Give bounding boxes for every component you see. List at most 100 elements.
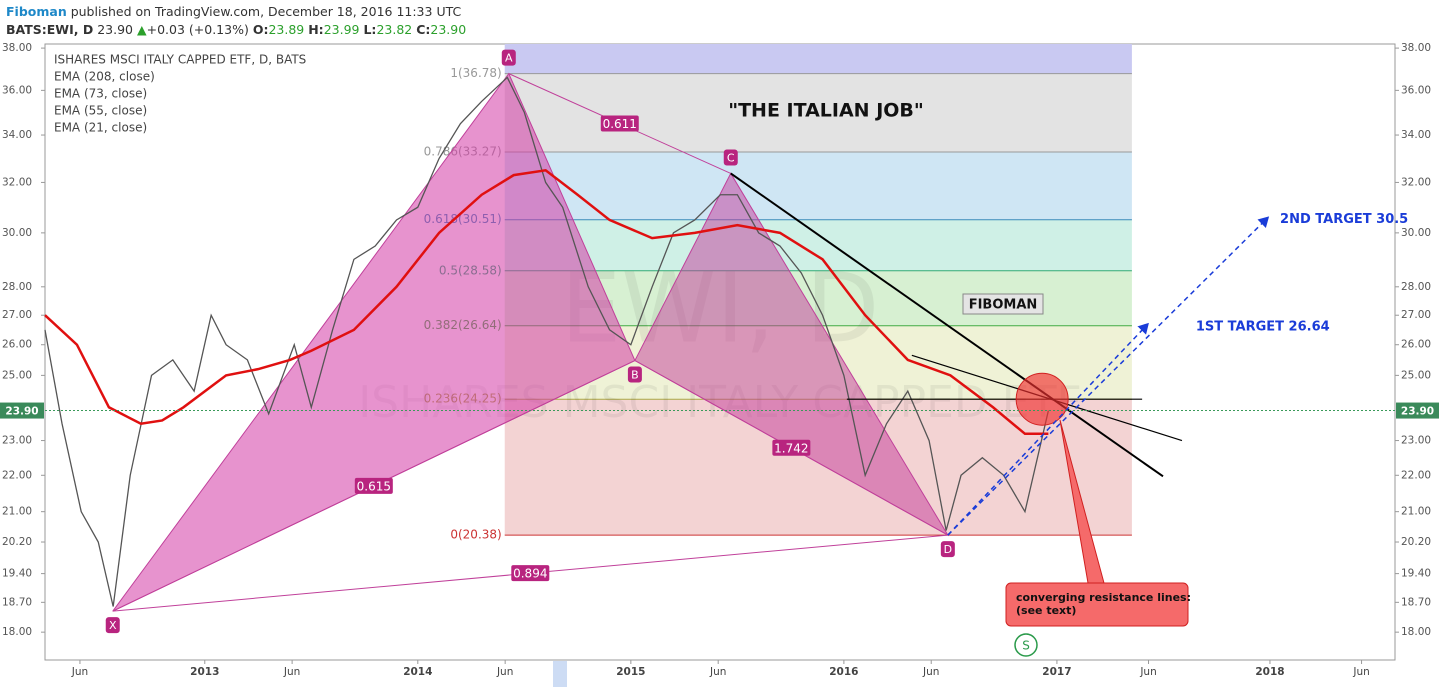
y-tick-label: 25.00 bbox=[1401, 369, 1431, 381]
marker-circle bbox=[1014, 633, 1038, 657]
fib-label: 1(36.78) bbox=[450, 66, 501, 80]
close: 23.90 bbox=[430, 22, 467, 37]
y-tick-label: 26.00 bbox=[2, 339, 32, 351]
x-tick-label: Jun bbox=[922, 666, 939, 678]
y-tick-label: 25.00 bbox=[2, 369, 32, 381]
x-tick-label: Jun bbox=[1352, 666, 1369, 678]
price-line bbox=[44, 168, 1049, 436]
y-tick-label: 32.00 bbox=[1401, 176, 1431, 188]
vertex-box bbox=[501, 49, 516, 66]
y-tick-label: 34.00 bbox=[1401, 129, 1431, 141]
annotation-title: "THE ITALIAN JOB" bbox=[728, 100, 924, 122]
last-price-box bbox=[1396, 402, 1439, 419]
y-tick-label: 34.00 bbox=[2, 129, 32, 141]
y-tick-label: 18.00 bbox=[2, 626, 32, 638]
last-price-label: 23.90 bbox=[1401, 406, 1434, 418]
header: Fiboman published on TradingView.com, De… bbox=[6, 3, 466, 39]
fib-label: 0(20.38) bbox=[450, 528, 501, 542]
ratio-box bbox=[511, 565, 550, 582]
ratio-box bbox=[354, 477, 393, 494]
x-tick-label: Jun bbox=[283, 666, 300, 678]
fib-band bbox=[504, 44, 1132, 74]
ratio-label: 0.611 bbox=[603, 117, 637, 131]
last-price-box bbox=[0, 402, 44, 419]
c-label: C: bbox=[416, 22, 431, 37]
x-tick-label: 2015 bbox=[616, 666, 645, 678]
x-tick-label: Jun bbox=[496, 666, 513, 678]
vertex-box bbox=[105, 617, 120, 634]
low: 23.82 bbox=[376, 22, 413, 37]
x-tick-label: 2013 bbox=[190, 666, 219, 678]
ratio-label: 1.742 bbox=[774, 441, 808, 455]
author[interactable]: Fiboman bbox=[6, 4, 67, 19]
vertex-label: D bbox=[944, 543, 952, 556]
x-tick-label: Jun bbox=[71, 666, 88, 678]
legend-entry: EMA (21, close) bbox=[54, 121, 147, 135]
brand-box bbox=[962, 293, 1044, 315]
h-label: H: bbox=[308, 22, 324, 37]
last-price-label: 23.90 bbox=[5, 406, 38, 418]
ratio-box bbox=[600, 115, 639, 132]
y-tick-label: 30.00 bbox=[1401, 227, 1431, 239]
y-tick-label: 38.00 bbox=[2, 42, 32, 54]
x-tick-label: 2018 bbox=[1255, 666, 1284, 678]
fib-band bbox=[504, 219, 1132, 271]
x-tick-label: Jun bbox=[709, 666, 726, 678]
fib-band bbox=[504, 73, 1132, 153]
callout-text: converging resistance lines: (see text) bbox=[1016, 591, 1191, 617]
vertex-label: X bbox=[109, 619, 117, 632]
y-tick-label: 38.00 bbox=[1401, 42, 1431, 54]
y-tick-label: 20.20 bbox=[1401, 536, 1431, 548]
y-tick-label: 26.00 bbox=[1401, 339, 1431, 351]
l-label: L: bbox=[363, 22, 377, 37]
target-arrow bbox=[947, 322, 1149, 536]
y-tick-label: 22.00 bbox=[1401, 469, 1431, 481]
y-tick-label: 27.00 bbox=[1401, 309, 1431, 321]
y-tick-label: 36.00 bbox=[2, 84, 32, 96]
vertex-label: B bbox=[631, 369, 639, 382]
fib-band bbox=[504, 152, 1132, 220]
x-highlight bbox=[553, 661, 567, 687]
change-arrow: ▲ bbox=[136, 22, 147, 37]
convergence-circle bbox=[1015, 372, 1069, 426]
y-tick-label: 21.00 bbox=[1401, 506, 1431, 518]
vertex-box bbox=[723, 149, 738, 166]
y-tick-label: 32.00 bbox=[2, 176, 32, 188]
legend-entry: EMA (55, close) bbox=[54, 104, 147, 118]
high: 23.99 bbox=[323, 22, 360, 37]
symbol: BATS:EWI, D bbox=[6, 22, 94, 37]
brand: FIBOMAN bbox=[969, 298, 1038, 313]
y-tick-label: 18.70 bbox=[1401, 596, 1431, 608]
target-label: 1ST TARGET 26.64 bbox=[1196, 319, 1330, 334]
vertex-box bbox=[627, 366, 642, 383]
quote-line: BATS:EWI, D 23.90 ▲+0.03 (+0.13%) O:23.8… bbox=[6, 21, 466, 39]
vertex-label: C bbox=[727, 151, 735, 164]
y-tick-label: 28.00 bbox=[2, 281, 32, 293]
x-tick-label: 2016 bbox=[829, 666, 858, 678]
x-tick-label: 2014 bbox=[403, 666, 432, 678]
y-tick-label: 27.00 bbox=[2, 309, 32, 321]
x-tick-label: Jun bbox=[1139, 666, 1156, 678]
ratio-label: 0.615 bbox=[357, 479, 391, 493]
vertex-box bbox=[940, 541, 955, 558]
y-tick-label: 28.00 bbox=[1401, 281, 1431, 293]
price: 23.90 bbox=[97, 22, 133, 37]
y-tick-label: 21.00 bbox=[2, 506, 32, 518]
published: published on TradingView.com, December 1… bbox=[70, 4, 462, 19]
ratio-label: 0.894 bbox=[513, 567, 547, 581]
y-tick-label: 23.00 bbox=[1401, 435, 1431, 447]
y-tick-label: 30.00 bbox=[2, 227, 32, 239]
change: +0.03 (+0.13%) bbox=[146, 22, 249, 37]
price-line bbox=[44, 76, 1050, 607]
y-tick-label: 36.00 bbox=[1401, 84, 1431, 96]
trend-line bbox=[730, 172, 1164, 478]
callout-box bbox=[1005, 582, 1189, 627]
y-tick-label: 19.40 bbox=[1401, 568, 1431, 580]
y-tick-label: 23.00 bbox=[2, 435, 32, 447]
ratio-box bbox=[772, 439, 811, 456]
y-tick-label: 19.40 bbox=[2, 568, 32, 580]
legend-entry: ISHARES MSCI ITALY CAPPED ETF, D, BATS bbox=[54, 53, 306, 67]
open: 23.89 bbox=[268, 22, 305, 37]
